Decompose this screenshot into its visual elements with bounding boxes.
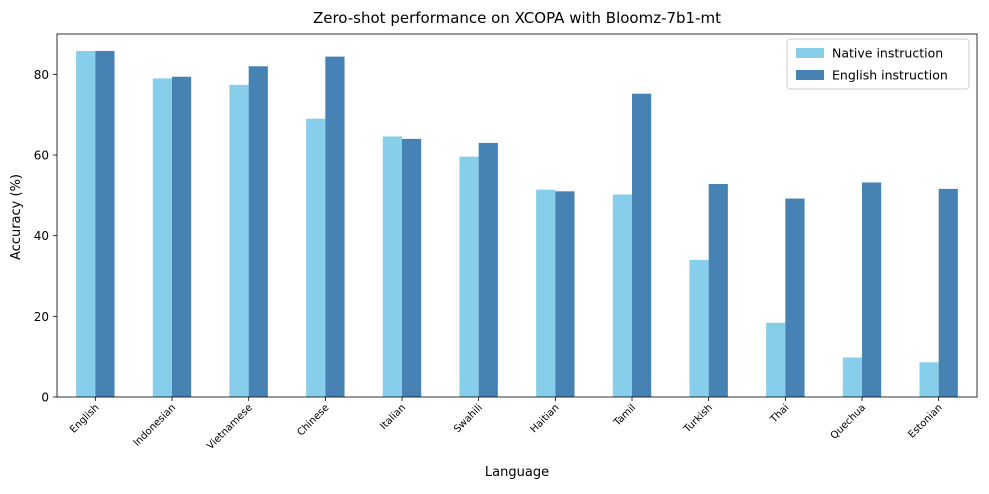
bar-english-instruction-english <box>95 50 115 397</box>
bar-english-instruction-haitian <box>555 191 575 397</box>
legend: Native instruction English instruction <box>786 38 970 90</box>
legend-label-native-instruction: Native instruction <box>832 46 943 61</box>
y-tick-label: 80 <box>34 68 49 82</box>
bar-native-instruction-thai <box>766 322 786 397</box>
bar-native-instruction-chinese <box>306 118 326 397</box>
bar-english-instruction-vietnamese <box>248 66 268 398</box>
chart-title: Zero-shot performance on XCOPA with Bloo… <box>313 9 721 27</box>
x-tick-label: Estonian <box>906 402 944 440</box>
bars-layer <box>76 50 958 398</box>
plot-frame <box>56 33 978 398</box>
legend-box <box>786 38 970 90</box>
legend-swatch-english-instruction <box>796 70 824 80</box>
bar-english-instruction-quechua <box>862 182 882 397</box>
bar-native-instruction-english <box>76 50 96 397</box>
x-tick-label: Vietnamese <box>205 402 255 452</box>
bar-english-instruction-turkish <box>708 184 728 397</box>
bar-english-instruction-swahili <box>478 142 498 397</box>
y-tick-label: 0 <box>41 391 49 405</box>
bar-native-instruction-italian <box>382 136 402 397</box>
x-axis-label: Language <box>485 465 549 480</box>
bar-native-instruction-turkish <box>689 259 709 397</box>
x-tick-label: Haitian <box>529 402 562 435</box>
bar-native-instruction-indonesian <box>152 78 172 398</box>
x-tick-label: Italian <box>378 402 408 432</box>
x-tick-label: English <box>68 402 101 435</box>
y-tick-label: 60 <box>34 149 49 163</box>
x-tick-label: Thai <box>768 402 792 426</box>
x-tick-label: Turkish <box>681 402 714 435</box>
bar-english-instruction-thai <box>785 198 805 397</box>
x-tick-label: Tamil <box>611 402 638 429</box>
legend-label-english-instruction: English instruction <box>832 68 948 83</box>
bar-native-instruction-vietnamese <box>229 84 249 397</box>
x-tick-label: Swahili <box>452 402 485 435</box>
x-tick-label: Indonesian <box>132 402 178 448</box>
bar-native-instruction-swahili <box>459 156 479 397</box>
bar-english-instruction-tamil <box>632 93 652 397</box>
y-tick-label: 20 <box>34 310 49 324</box>
bar-native-instruction-tamil <box>612 194 632 397</box>
x-tick-label: Quechua <box>829 402 868 441</box>
y-tick-label: 40 <box>34 229 49 243</box>
x-tick-label: Chinese <box>295 402 331 438</box>
y-axis-label: Accuracy (%) <box>9 174 24 260</box>
bar-native-instruction-estonian <box>919 362 939 397</box>
bar-english-instruction-estonian <box>938 188 958 397</box>
bar-native-instruction-haitian <box>536 189 556 397</box>
bar-native-instruction-quechua <box>842 357 862 397</box>
bar-english-instruction-italian <box>402 138 422 397</box>
bar-english-instruction-chinese <box>325 56 345 398</box>
bar-english-instruction-indonesian <box>172 76 192 397</box>
legend-swatch-native-instruction <box>796 48 824 58</box>
